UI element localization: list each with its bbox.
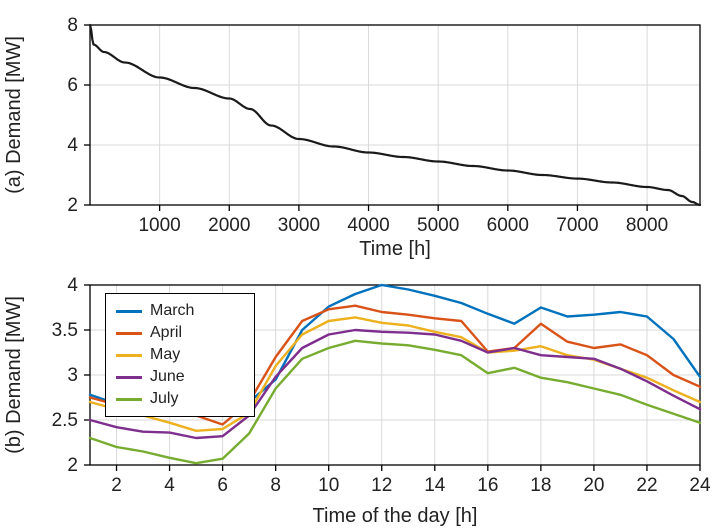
xtick-label: 7000 — [556, 215, 598, 236]
legend-item-july: July — [116, 388, 244, 410]
xtick-label: 4000 — [347, 215, 389, 236]
y-axis-title: (a) Demand [MW] — [3, 36, 25, 194]
legend-box: March April May June July — [105, 293, 255, 417]
xtick-label: 24 — [689, 475, 711, 496]
legend-item-march: March — [116, 300, 244, 322]
xtick-label: 18 — [530, 475, 551, 496]
ytick-label: 2.5 — [52, 410, 78, 431]
legend-swatch-may — [116, 354, 142, 357]
ytick-label: 2 — [67, 455, 78, 476]
xtick-label: 20 — [583, 475, 604, 496]
legend-swatch-june — [116, 376, 142, 379]
ytick-label: 3.5 — [52, 320, 78, 341]
xtick-label: 4 — [164, 475, 175, 496]
dual-chart-page: 1000 2000 3000 4000 5000 6000 7000 8000 2 4 6 8 Time… — [0, 0, 725, 530]
xtick-label: 12 — [371, 475, 392, 496]
xtick-label: 22 — [636, 475, 657, 496]
legend-label-july: July — [150, 388, 178, 410]
ytick-label: 6 — [67, 75, 78, 96]
xtick-label: 5000 — [417, 215, 459, 236]
legend-swatch-march — [116, 310, 142, 313]
xtick-label: 8 — [270, 475, 281, 496]
xtick-label: 8000 — [626, 215, 668, 236]
chart-a-svg: 1000 2000 3000 4000 5000 6000 7000 8000 2 4 6 8 Time… — [0, 0, 725, 265]
ytick-label: 3 — [67, 365, 78, 386]
xtick-label: 14 — [424, 475, 446, 496]
ytick-label: 8 — [67, 15, 78, 36]
legend-label-april: April — [150, 322, 182, 344]
ytick-label: 4 — [67, 135, 78, 156]
x-axis-title: Time of the day [h] — [313, 505, 478, 527]
legend-swatch-july — [116, 398, 142, 401]
plot-border — [90, 25, 700, 205]
legend-item-may: May — [116, 344, 244, 366]
xtick-label: 16 — [477, 475, 498, 496]
legend-label-june: June — [150, 366, 185, 388]
xtick-label: 10 — [318, 475, 339, 496]
legend-item-june: June — [116, 366, 244, 388]
chart-panel-b: 2 4 6 8 10 12 14 16 18 20 22 24 2 2.5 3 3.5 4 Time of the… — [0, 265, 725, 530]
legend-item-april: April — [116, 322, 244, 344]
xtick-label: 2 — [111, 475, 122, 496]
ytick-label: 2 — [67, 195, 78, 216]
x-axis-title: Time [h] — [359, 238, 431, 260]
chart-panel-a: 1000 2000 3000 4000 5000 6000 7000 8000 2 4 6 8 Time… — [0, 0, 725, 265]
y-axis-title: (b) Demand [MW] — [3, 296, 25, 454]
load-duration-line — [90, 25, 700, 205]
xtick-label: 6 — [217, 475, 228, 496]
xtick-label: 2000 — [208, 215, 250, 236]
legend-swatch-april — [116, 332, 142, 335]
legend-label-may: May — [150, 344, 180, 366]
xtick-label: 1000 — [138, 215, 180, 236]
ytick-label: 4 — [67, 275, 78, 296]
xtick-label: 6000 — [487, 215, 529, 236]
xtick-label: 3000 — [278, 215, 320, 236]
legend-label-march: March — [150, 300, 194, 322]
